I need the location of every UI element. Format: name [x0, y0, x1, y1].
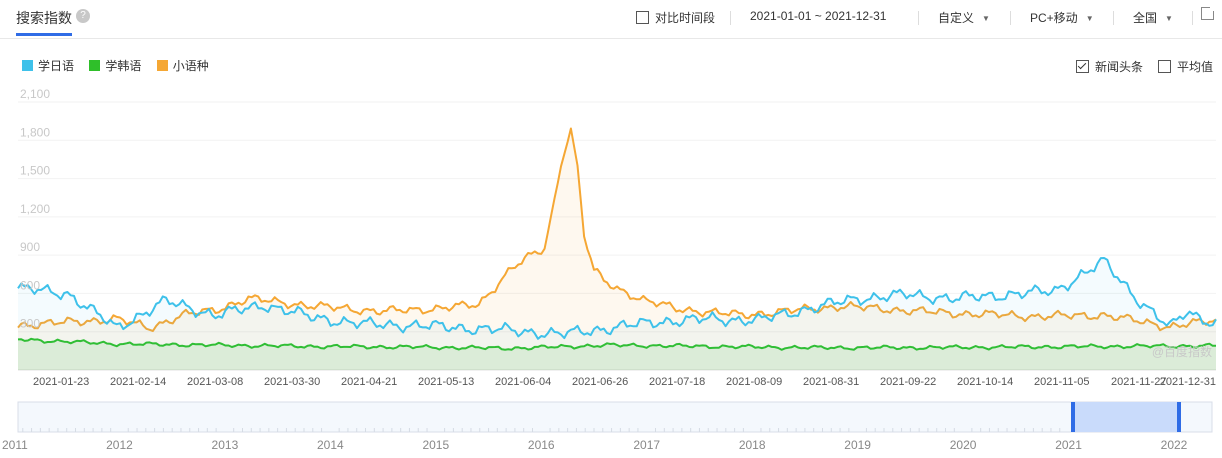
- y-tick-label: 2,100: [20, 87, 50, 101]
- navigator-year-label: 2011: [2, 438, 28, 452]
- x-tick-label: 2021-02-14: [110, 376, 166, 388]
- legend-label: 小语种: [172, 59, 209, 73]
- y-tick-label: 1,800: [20, 125, 50, 139]
- navigator-year-label: 2019: [844, 438, 871, 452]
- navigator-year-label: 2013: [212, 438, 239, 452]
- legend-item-series2[interactable]: 学韩语: [89, 57, 141, 74]
- chart-legend: 学日语 学韩语 小语种: [22, 57, 221, 74]
- series-line-3: [17, 127, 1217, 332]
- series-line-1: [17, 257, 1217, 340]
- x-tick-label: 2021-05-13: [418, 376, 474, 388]
- custom-label: 自定义: [938, 11, 975, 25]
- legend-swatch: [22, 60, 33, 71]
- range-navigator: [17, 401, 1213, 433]
- x-tick-label: 2021-04-21: [341, 376, 397, 388]
- x-tick-label: 2021-07-18: [649, 376, 705, 388]
- watermark: @百度指数: [1152, 344, 1212, 359]
- compare-checkbox[interactable]: [636, 11, 649, 24]
- y-tick-label: 1,500: [20, 164, 50, 178]
- question-icon[interactable]: ?: [76, 9, 90, 23]
- custom-dropdown[interactable]: 自定义 ▼: [938, 9, 990, 26]
- average-checkbox[interactable]: [1158, 60, 1171, 73]
- divider: [1010, 11, 1011, 25]
- caret-down-icon: ▼: [1085, 14, 1094, 23]
- divider: [1113, 11, 1114, 25]
- divider: [918, 11, 919, 25]
- divider: [1192, 11, 1193, 25]
- navigator-year-label: 2022: [1161, 438, 1188, 452]
- device-dropdown[interactable]: PC+移动 ▼: [1030, 9, 1094, 26]
- legend-item-series1[interactable]: 学日语: [22, 57, 74, 74]
- legend-swatch: [89, 60, 101, 71]
- region-dropdown[interactable]: 全国 ▼: [1133, 9, 1173, 26]
- legend-label: 学日语: [38, 59, 75, 73]
- x-tick-label: 2021-01-23: [33, 376, 89, 388]
- active-tab-indicator: [16, 33, 72, 36]
- caret-down-icon: ▼: [982, 14, 990, 23]
- average-label: 平均值: [1177, 60, 1214, 74]
- navigator-year-label: 2014: [317, 438, 344, 452]
- navigator-selection: [1073, 402, 1179, 432]
- navigator-left-handle: [1071, 402, 1075, 432]
- series-line-2: [17, 337, 1216, 351]
- divider: [730, 11, 731, 25]
- navigator-year-label: 2020: [950, 438, 977, 452]
- x-tick-label: 2021-11-05: [1034, 376, 1089, 388]
- x-tick-label: 2021-12-31: [1160, 376, 1216, 388]
- navigator-year-label: 2016: [528, 438, 555, 452]
- series-area-1: [18, 258, 1216, 370]
- y-tick-label: 600: [20, 278, 40, 292]
- region-label: 全国: [1133, 11, 1158, 25]
- x-tick-label: 2021-03-30: [264, 376, 320, 388]
- navigator-year-label: 2012: [106, 438, 133, 452]
- legend-item-series3[interactable]: 小语种: [156, 57, 209, 74]
- news-checkbox[interactable]: [1076, 60, 1089, 73]
- external-link-icon[interactable]: [1201, 5, 1216, 20]
- y-tick-label: 1,200: [20, 202, 50, 216]
- navigator-year-label: 2017: [633, 438, 660, 452]
- x-tick-label: 2021-03-08: [187, 376, 243, 388]
- compare-period-toggle[interactable]: 对比时间段: [636, 9, 715, 26]
- x-tick-label: 2021-09-22: [880, 376, 936, 388]
- x-tick-label: 2021-08-31: [803, 376, 859, 388]
- series-area-3: [18, 128, 1216, 370]
- x-tick-label: 2021-08-09: [726, 376, 782, 388]
- navigator-year-label: 2021: [1055, 438, 1082, 452]
- device-label: PC+移动: [1030, 11, 1078, 25]
- x-tick-label: 2021-06-04: [495, 376, 551, 388]
- navigator-year-label: 2018: [739, 438, 766, 452]
- legend-label: 学韩语: [105, 59, 142, 73]
- navigator-right-handle: [1177, 402, 1181, 432]
- tab-bar: 搜索指数 ? 对比时间段 2021-01-01 ~ 2021-12-31 自定义…: [0, 0, 1222, 39]
- x-tick-label: 2021-11-27: [1111, 376, 1166, 388]
- y-tick-label: 900: [20, 240, 40, 254]
- news-headline-toggle[interactable]: 新闻头条: [1076, 58, 1143, 75]
- series-area-2: [18, 338, 1216, 370]
- legend-swatch: [156, 60, 168, 71]
- news-label: 新闻头条: [1095, 60, 1144, 74]
- date-range-picker[interactable]: 2021-01-01 ~ 2021-12-31: [750, 9, 887, 23]
- tab-search-index[interactable]: 搜索指数: [16, 10, 72, 26]
- x-tick-label: 2021-06-26: [572, 376, 628, 388]
- average-toggle[interactable]: 平均值: [1158, 58, 1213, 75]
- compare-label: 对比时间段: [655, 11, 716, 25]
- caret-down-icon: ▼: [1165, 14, 1173, 23]
- navigator-year-label: 2015: [422, 438, 449, 452]
- x-tick-label: 2021-10-14: [957, 376, 1013, 388]
- y-tick-label: 300: [20, 317, 40, 331]
